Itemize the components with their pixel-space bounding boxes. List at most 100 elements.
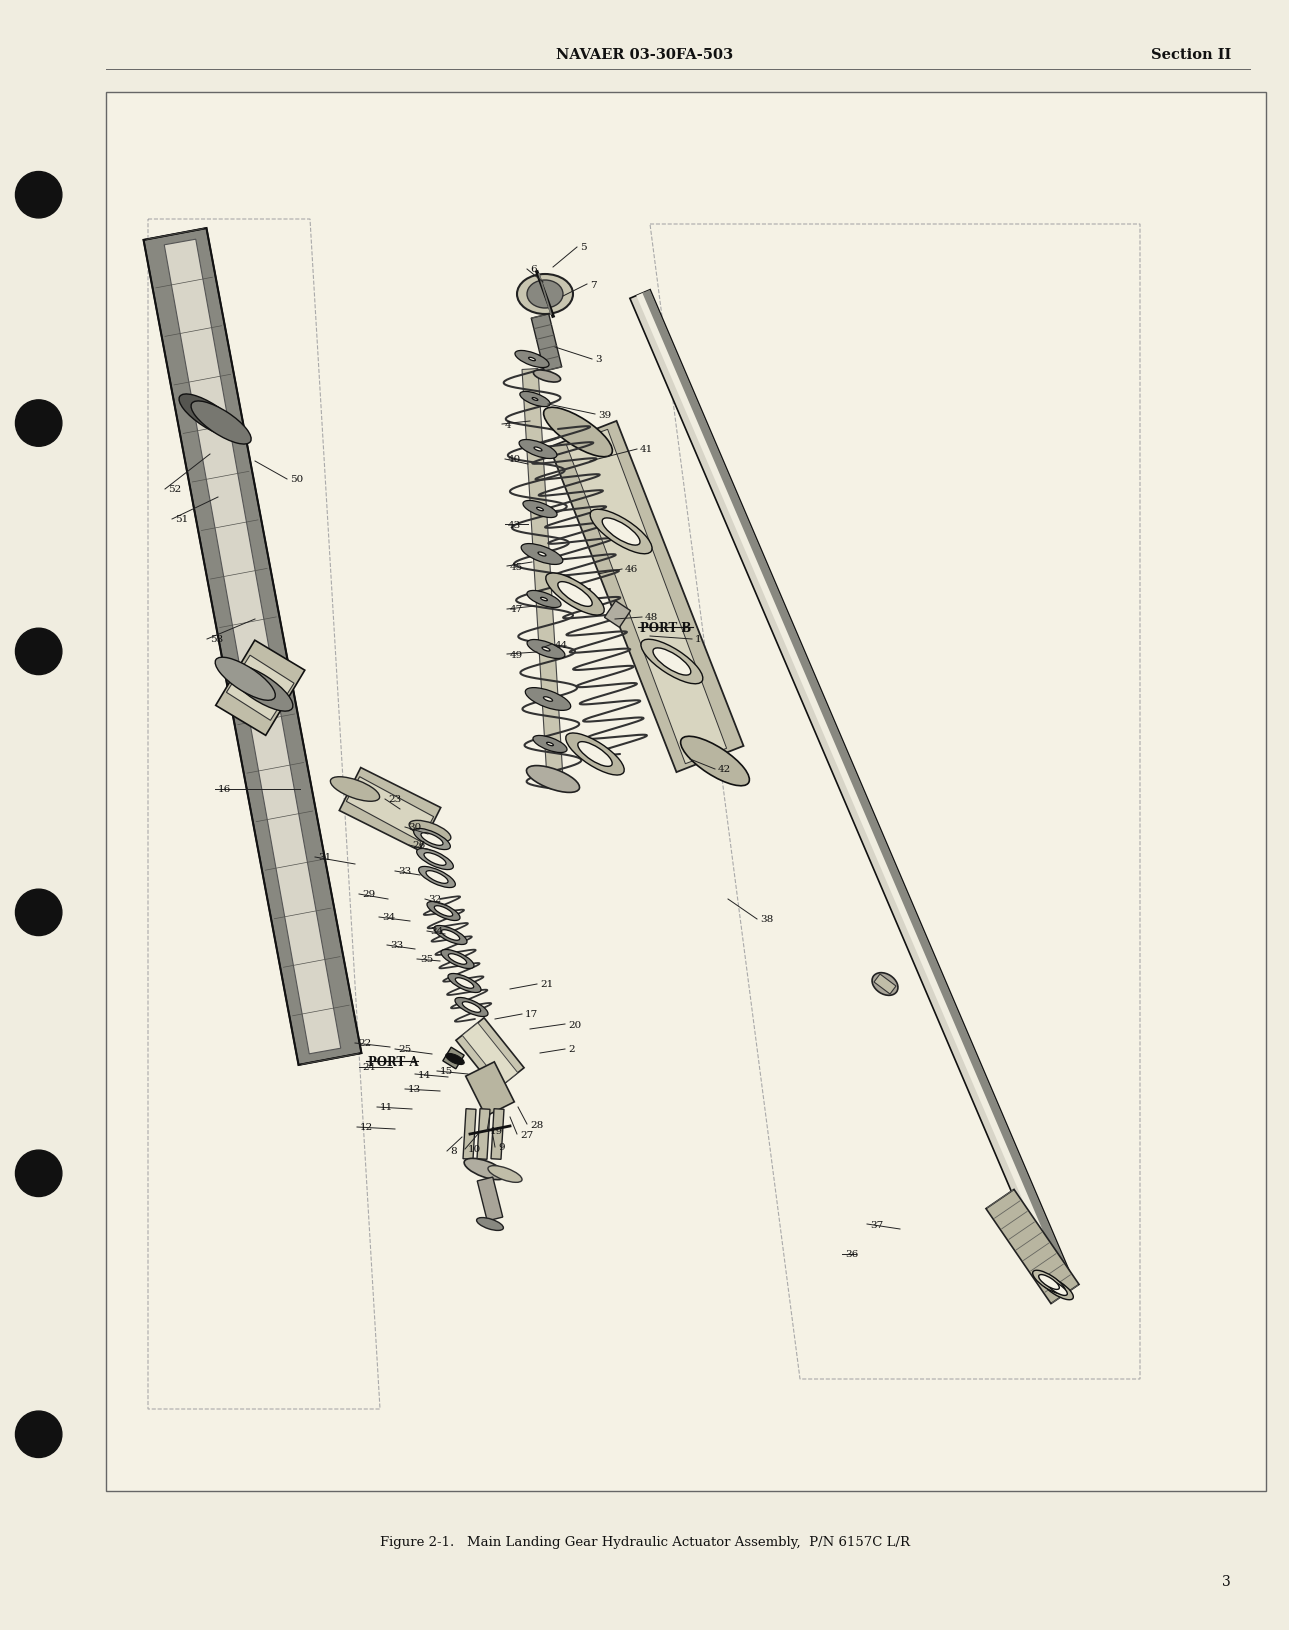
- Text: 17: 17: [525, 1011, 539, 1019]
- Circle shape: [15, 173, 62, 218]
- Text: 49: 49: [510, 650, 523, 659]
- Ellipse shape: [534, 370, 561, 383]
- Ellipse shape: [519, 440, 557, 460]
- Text: 37: 37: [870, 1219, 883, 1229]
- Polygon shape: [463, 1108, 476, 1159]
- Ellipse shape: [532, 398, 538, 401]
- Ellipse shape: [464, 1159, 505, 1180]
- Text: 42: 42: [718, 764, 731, 774]
- Ellipse shape: [434, 906, 452, 916]
- Ellipse shape: [422, 833, 443, 846]
- Ellipse shape: [463, 1002, 481, 1012]
- Text: Section II: Section II: [1151, 49, 1231, 62]
- Text: 5: 5: [580, 243, 586, 253]
- Text: PORT A: PORT A: [367, 1055, 419, 1068]
- Ellipse shape: [414, 830, 450, 851]
- Text: 35: 35: [420, 955, 433, 963]
- Polygon shape: [522, 370, 563, 781]
- Ellipse shape: [449, 973, 481, 993]
- Polygon shape: [477, 1177, 503, 1221]
- Ellipse shape: [527, 641, 565, 659]
- Text: 25: 25: [398, 1045, 411, 1055]
- Circle shape: [15, 1412, 62, 1457]
- Ellipse shape: [514, 350, 549, 368]
- Polygon shape: [465, 1063, 514, 1117]
- Text: 50: 50: [290, 476, 303, 484]
- Ellipse shape: [441, 931, 460, 941]
- Ellipse shape: [455, 978, 473, 989]
- Ellipse shape: [547, 743, 553, 747]
- Ellipse shape: [1047, 1281, 1067, 1296]
- Polygon shape: [339, 768, 441, 851]
- Text: 19: 19: [490, 1126, 503, 1136]
- Ellipse shape: [330, 778, 380, 802]
- Polygon shape: [642, 290, 1075, 1288]
- Ellipse shape: [434, 926, 467, 945]
- Ellipse shape: [455, 998, 489, 1017]
- Polygon shape: [463, 1024, 518, 1086]
- Ellipse shape: [215, 659, 276, 701]
- Text: 31: 31: [318, 852, 331, 862]
- Polygon shape: [164, 240, 340, 1055]
- Text: 30: 30: [409, 823, 422, 831]
- Ellipse shape: [523, 500, 557, 518]
- Text: 16: 16: [218, 786, 231, 794]
- Ellipse shape: [526, 766, 580, 792]
- Polygon shape: [491, 1108, 504, 1159]
- Ellipse shape: [446, 1053, 464, 1064]
- Ellipse shape: [1040, 1276, 1074, 1301]
- Ellipse shape: [179, 394, 240, 438]
- Ellipse shape: [566, 734, 624, 776]
- Text: 3: 3: [1222, 1575, 1231, 1588]
- Ellipse shape: [1039, 1275, 1060, 1289]
- Text: 33: 33: [391, 941, 403, 950]
- Polygon shape: [874, 975, 896, 994]
- Text: 48: 48: [644, 613, 659, 623]
- Text: 45: 45: [510, 562, 523, 570]
- Ellipse shape: [540, 598, 548, 601]
- Text: 26: 26: [412, 841, 425, 849]
- Text: 2: 2: [568, 1045, 575, 1055]
- Text: 12: 12: [360, 1123, 374, 1131]
- Ellipse shape: [477, 1218, 504, 1231]
- Text: 6: 6: [530, 266, 536, 274]
- Text: 33: 33: [398, 867, 411, 875]
- Ellipse shape: [536, 509, 544, 512]
- Ellipse shape: [602, 518, 641, 546]
- Text: 11: 11: [380, 1104, 393, 1112]
- Text: 24: 24: [362, 1063, 375, 1073]
- Text: 28: 28: [530, 1120, 543, 1130]
- Text: NAVAER 03-30FA-503: NAVAER 03-30FA-503: [556, 49, 733, 62]
- Text: 10: 10: [468, 1144, 481, 1154]
- Ellipse shape: [517, 275, 574, 315]
- Text: 3: 3: [596, 355, 602, 363]
- Text: 22: 22: [358, 1038, 371, 1048]
- Ellipse shape: [641, 641, 703, 685]
- Ellipse shape: [538, 553, 547, 557]
- Ellipse shape: [1032, 1270, 1065, 1294]
- Bar: [106, 93, 1266, 1491]
- Ellipse shape: [558, 582, 592, 606]
- Text: 40: 40: [508, 455, 521, 465]
- Ellipse shape: [425, 870, 449, 883]
- Ellipse shape: [873, 973, 898, 996]
- Text: 8: 8: [450, 1148, 456, 1156]
- Polygon shape: [605, 601, 630, 628]
- Text: 41: 41: [641, 445, 654, 455]
- Ellipse shape: [525, 688, 571, 711]
- Text: 38: 38: [761, 914, 773, 924]
- Ellipse shape: [577, 742, 612, 766]
- Polygon shape: [630, 290, 1075, 1294]
- Text: 51: 51: [175, 515, 188, 525]
- Text: 34: 34: [382, 913, 396, 923]
- Circle shape: [15, 1151, 62, 1196]
- Text: 47: 47: [510, 605, 523, 615]
- Ellipse shape: [527, 592, 561, 608]
- Polygon shape: [227, 655, 294, 720]
- Polygon shape: [986, 1190, 1079, 1304]
- Text: 23: 23: [388, 795, 401, 804]
- Polygon shape: [531, 315, 562, 372]
- Polygon shape: [443, 1048, 464, 1069]
- Text: 27: 27: [519, 1130, 534, 1139]
- Text: 39: 39: [598, 411, 611, 419]
